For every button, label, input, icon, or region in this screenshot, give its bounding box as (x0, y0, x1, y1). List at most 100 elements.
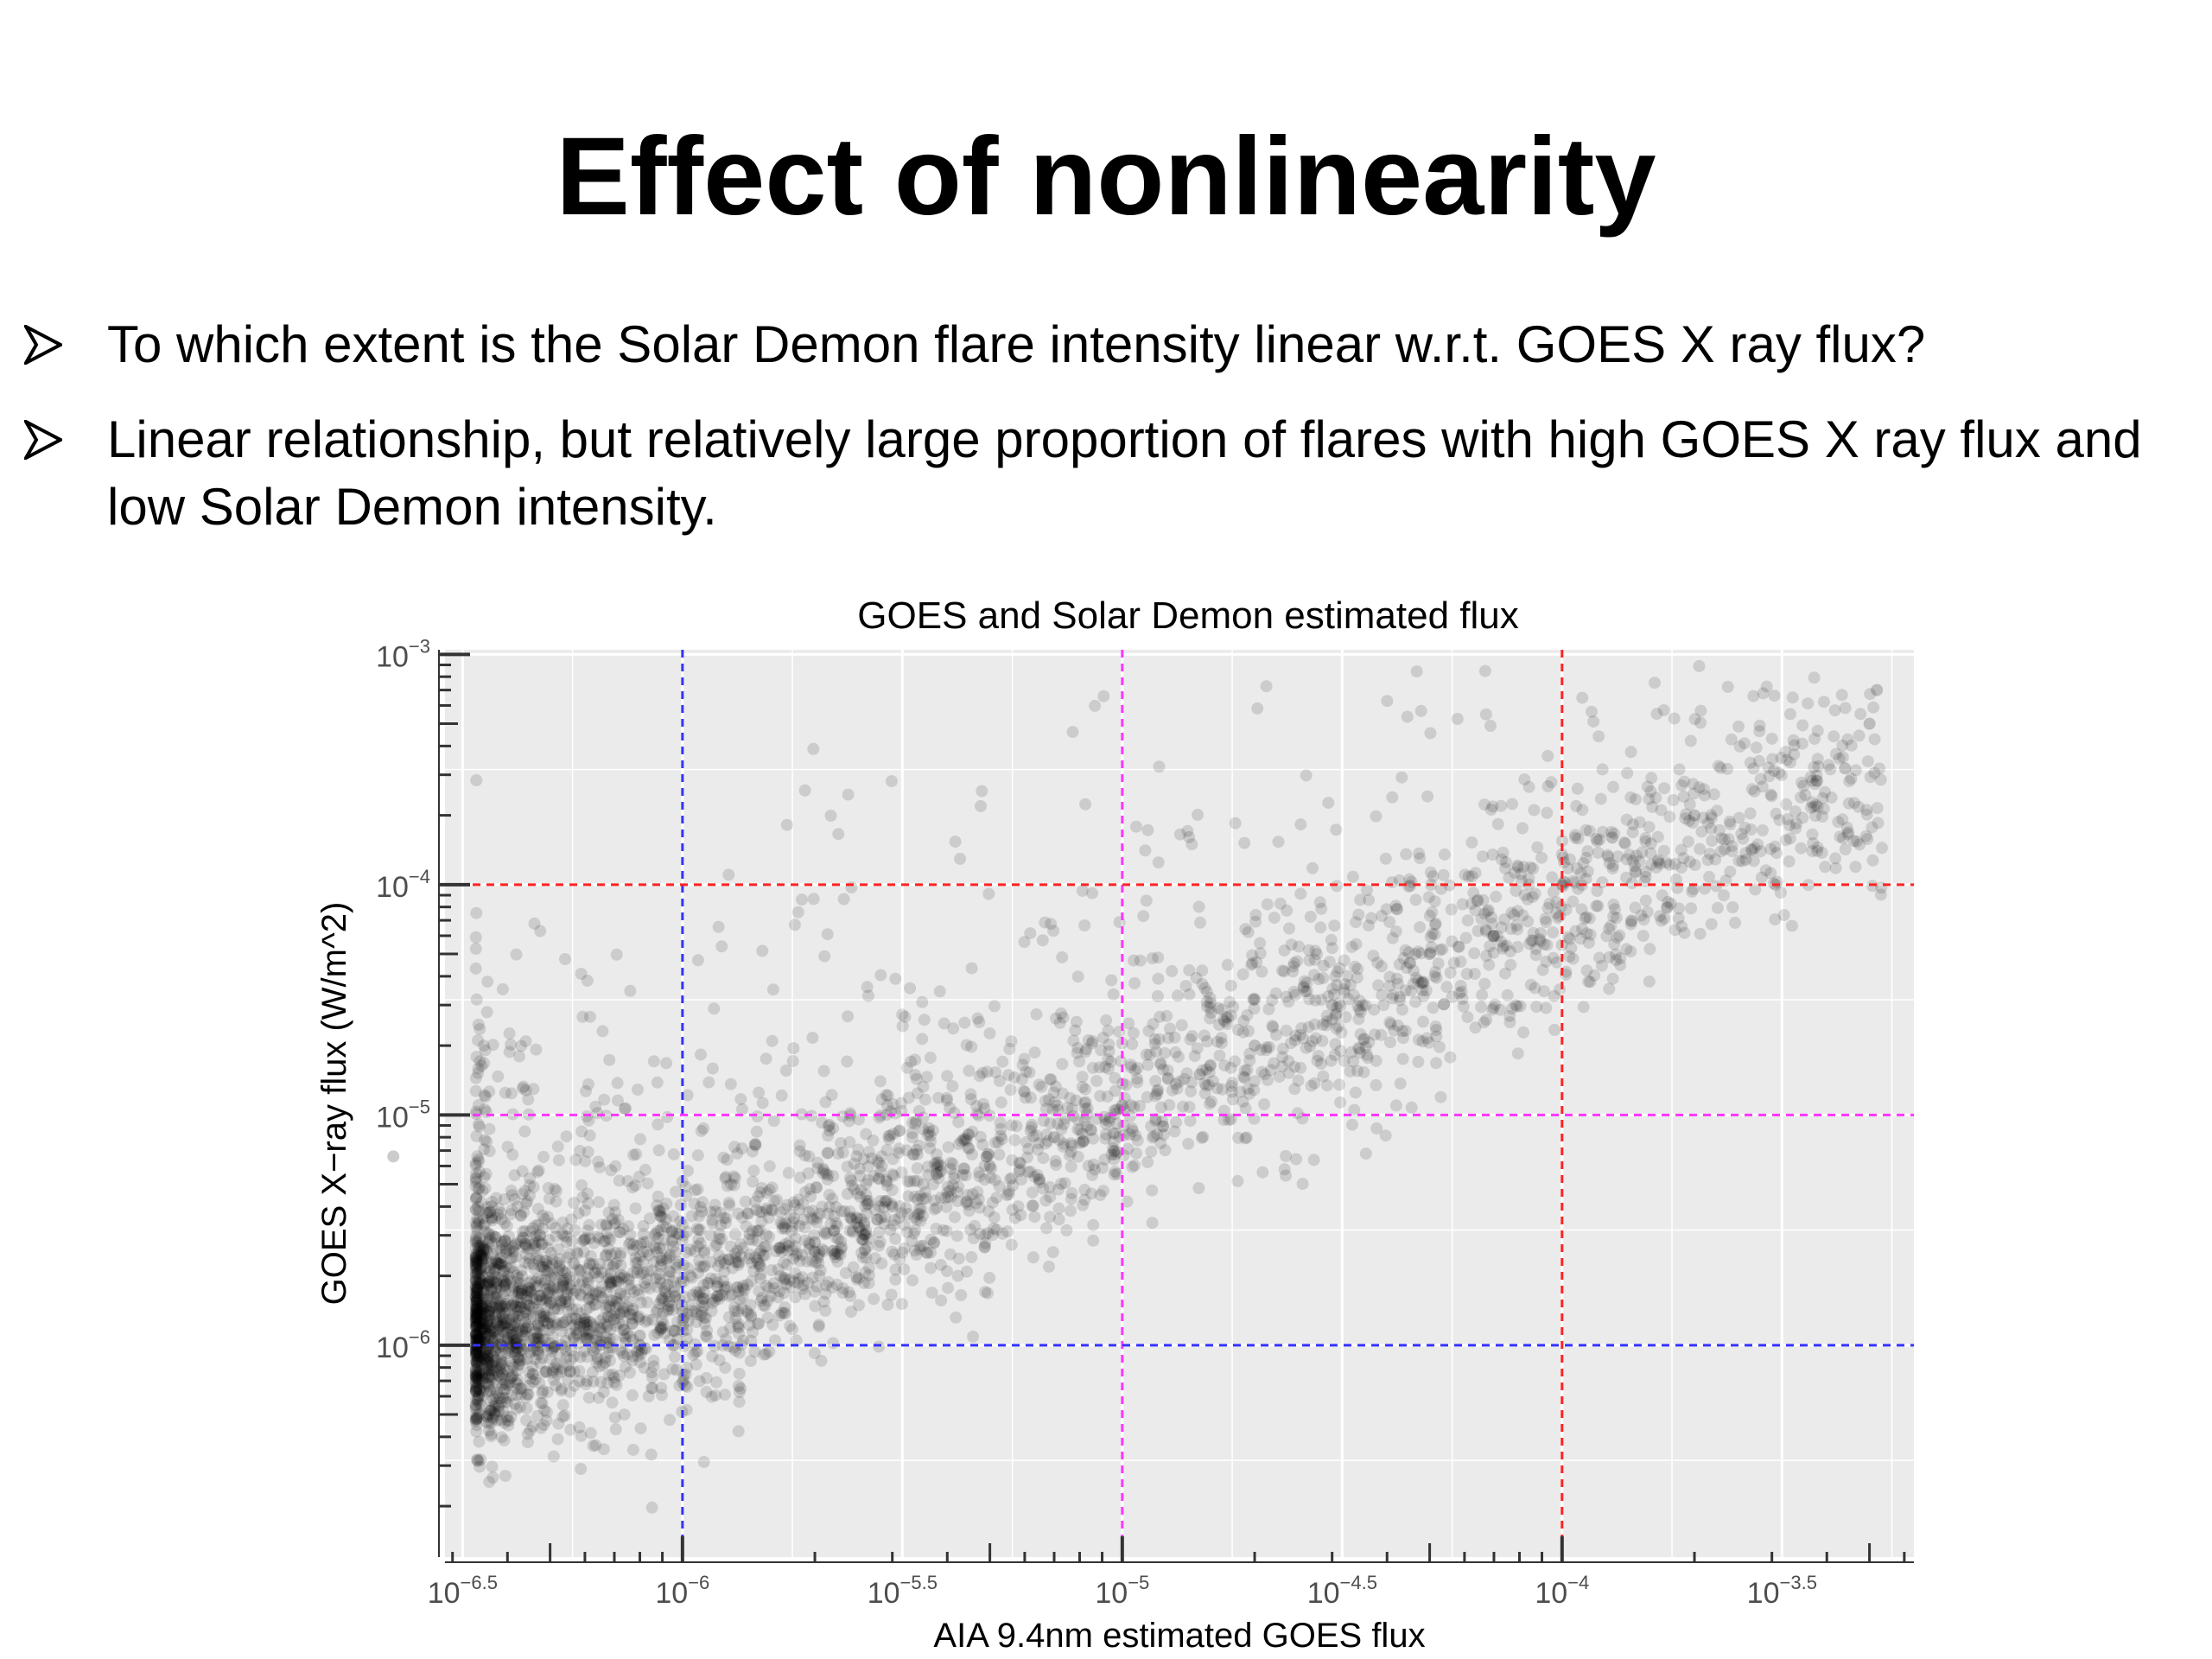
data-point (473, 1350, 486, 1363)
data-point (1703, 870, 1716, 883)
data-point (495, 1366, 508, 1379)
data-point (518, 1333, 531, 1346)
data-point (618, 1270, 631, 1283)
data-point (469, 1235, 482, 1248)
data-point (838, 1205, 851, 1217)
data-point (1274, 897, 1287, 910)
data-point (502, 1334, 515, 1347)
data-point (604, 1268, 617, 1280)
data-point (477, 1343, 490, 1356)
data-point (1583, 912, 1596, 925)
data-point (1306, 861, 1319, 874)
data-point (1561, 861, 1574, 874)
data-point (470, 1370, 483, 1383)
data-point (474, 1298, 487, 1311)
data-point (1452, 940, 1465, 953)
data-point (470, 1332, 483, 1345)
data-point (728, 1228, 741, 1241)
data-point (1414, 852, 1427, 865)
data-point (643, 1249, 655, 1262)
data-point (1738, 822, 1751, 835)
data-point (1796, 737, 1808, 750)
data-point (1352, 1013, 1365, 1026)
data-point (481, 1206, 494, 1219)
data-point (559, 953, 571, 965)
data-point (1370, 810, 1382, 823)
data-point (1428, 895, 1441, 908)
data-point (863, 1262, 875, 1274)
data-point (858, 1276, 870, 1289)
data-point (886, 1184, 899, 1197)
data-point (965, 1040, 978, 1053)
data-point (1291, 955, 1303, 968)
data-point (1641, 906, 1654, 918)
data-point (698, 1300, 710, 1313)
data-point (1300, 769, 1313, 782)
data-point (760, 1348, 772, 1361)
data-point (1041, 1135, 1054, 1147)
data-point (1497, 940, 1510, 953)
data-point (781, 1244, 794, 1257)
data-point (1307, 1154, 1320, 1166)
data-point (773, 1243, 786, 1255)
data-point (920, 1246, 933, 1259)
arrowhead-bullet-icon (24, 325, 62, 365)
data-point (996, 1055, 1009, 1068)
data-point (722, 1253, 735, 1266)
data-point (879, 1196, 892, 1209)
data-point (471, 1211, 484, 1224)
data-point (1528, 804, 1541, 817)
data-point (602, 1259, 615, 1272)
data-point (826, 1281, 839, 1294)
data-point (1338, 986, 1351, 999)
data-point (1213, 1019, 1225, 1031)
data-point (469, 1258, 482, 1271)
data-point (513, 1277, 526, 1290)
data-point (1204, 992, 1217, 1004)
data-point (658, 1368, 671, 1381)
data-point (671, 1262, 683, 1274)
data-point (1469, 1021, 1482, 1034)
data-point (773, 1285, 786, 1298)
data-point (1105, 1148, 1118, 1161)
data-point (694, 1236, 707, 1249)
data-point (1804, 771, 1817, 784)
data-point (652, 1144, 665, 1157)
data-point (1414, 921, 1427, 934)
data-point (1710, 880, 1723, 893)
data-point (1361, 884, 1373, 897)
data-point (1637, 930, 1649, 942)
data-point (1526, 891, 1539, 904)
data-point (495, 1236, 508, 1249)
data-point (1868, 766, 1881, 779)
data-point (470, 1370, 483, 1383)
data-point (542, 1181, 555, 1194)
data-point (766, 1319, 779, 1332)
data-point (1605, 825, 1618, 838)
data-point (485, 1430, 498, 1443)
data-point (626, 1333, 639, 1346)
data-point (989, 1066, 1002, 1079)
data-point (515, 1284, 528, 1297)
data-point (1141, 1058, 1154, 1071)
data-point (1051, 1099, 1064, 1112)
data-point (1369, 1028, 1381, 1041)
data-point (739, 1195, 752, 1208)
data-point (1130, 1147, 1143, 1160)
data-point (1128, 1101, 1141, 1113)
data-point (486, 1200, 499, 1213)
data-point (1400, 848, 1413, 861)
data-point (1581, 865, 1594, 878)
data-point (1107, 1135, 1120, 1148)
data-point (1052, 1117, 1064, 1130)
data-point (697, 1122, 710, 1135)
data-point (557, 1230, 570, 1242)
data-point (1065, 1192, 1077, 1205)
data-point (1669, 924, 1681, 937)
data-point (613, 1249, 626, 1262)
data-point (1056, 1087, 1069, 1100)
data-point (560, 1130, 573, 1143)
data-point (473, 1334, 486, 1347)
data-point (479, 1293, 492, 1306)
data-point (469, 1263, 482, 1276)
